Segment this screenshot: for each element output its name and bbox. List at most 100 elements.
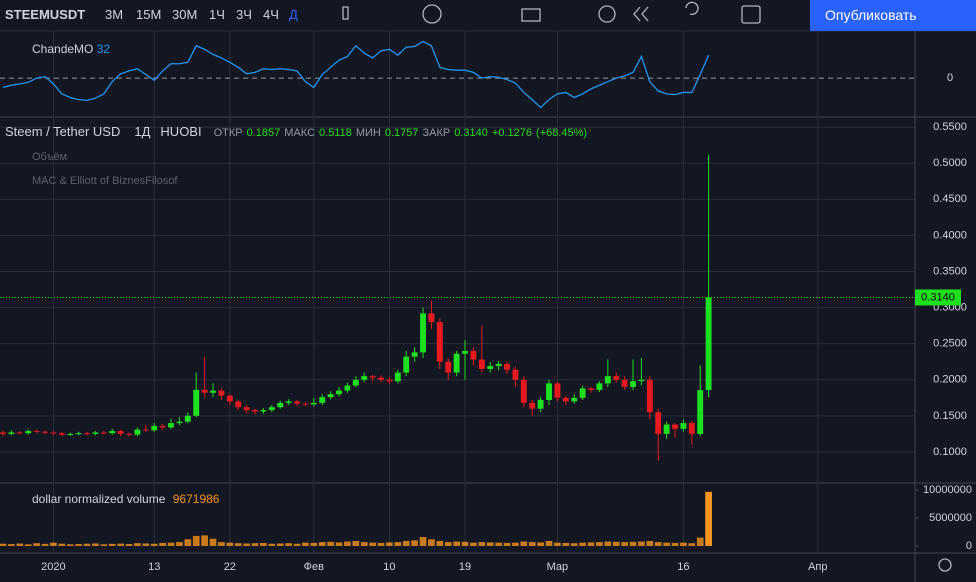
candle-body [546, 383, 552, 400]
interval[interactable]: 1Ч [209, 7, 225, 22]
volume-bar [0, 543, 7, 546]
candle-body [369, 376, 376, 378]
candle-body [428, 313, 435, 323]
candle-body [411, 352, 418, 357]
candle-body [134, 429, 141, 435]
candle-body [25, 431, 32, 434]
volume-bar [604, 541, 612, 546]
volume-bar [419, 537, 427, 546]
indicators-icon[interactable] [422, 4, 442, 24]
volume-bar [335, 542, 343, 546]
publish-button[interactable] [810, 0, 940, 31]
indicator[interactable]: MAC & Elliott of BiznesFilosof [32, 175, 178, 187]
candle-body [235, 401, 242, 408]
candle-body [67, 433, 74, 435]
indicator[interactable]: Объём [32, 151, 68, 163]
volume-bar [629, 541, 637, 546]
candle-body [579, 388, 586, 398]
y-tick-label: 5000000 [929, 512, 972, 524]
volume-bar [285, 543, 292, 546]
symbol[interactable]: STEEMUSDT [5, 7, 86, 22]
ohlc-label: МИН [355, 127, 381, 139]
interval[interactable]: 3М [105, 7, 124, 22]
volume-bar [545, 540, 553, 546]
candle-body [176, 421, 183, 424]
layout-icon[interactable] [741, 5, 761, 24]
candle-body [100, 432, 107, 434]
interval[interactable]: 15М [136, 7, 162, 22]
candles-icon[interactable] [342, 6, 349, 20]
volume-bar [369, 542, 376, 546]
volume-bar [587, 542, 595, 546]
candle-body [327, 394, 334, 398]
volume-bar [495, 542, 502, 546]
candle-body [319, 397, 326, 403]
candle-body [285, 401, 292, 403]
candle-body [672, 424, 678, 429]
interval[interactable]: Д [289, 7, 298, 22]
candle-body [84, 433, 90, 435]
candle-body [201, 389, 208, 393]
volume-bar [461, 541, 469, 546]
candle-body [0, 432, 6, 434]
settings-icon[interactable] [938, 558, 952, 572]
volume-bar [50, 542, 57, 546]
vol-value: 9671986 [172, 492, 220, 506]
change-pct: (+68.45%) [535, 127, 588, 139]
y-tick-label: 0.2500 [933, 338, 967, 350]
y-tick-label: 0.1500 [933, 410, 967, 422]
ohlc-value: 0.5118 [319, 127, 352, 139]
undo-icon[interactable] [685, 1, 699, 15]
volume-bar [218, 542, 225, 546]
volume-bar [436, 540, 444, 546]
volume-bar [537, 542, 544, 546]
candle-body [453, 353, 460, 373]
x-tick-label: Апр [808, 561, 827, 573]
volume-bar [226, 542, 234, 546]
ohlc-label: МАКС [284, 127, 316, 139]
x-tick-label: 22 [224, 561, 236, 573]
legend: Steem / Tether USD 1Д HUOBI ОТКР 0.1857 М… [5, 124, 587, 139]
alert-icon[interactable] [598, 5, 616, 23]
y-tick-label: 0.4500 [933, 193, 967, 205]
compare-icon[interactable] [521, 8, 541, 22]
interval[interactable]: 4Ч [263, 7, 279, 22]
volume-bar [705, 491, 712, 546]
osc-value: 32 [96, 42, 111, 56]
interval[interactable]: 3Ч [236, 7, 252, 22]
publish-label[interactable]: Опубликовать [825, 7, 917, 23]
candle-body [470, 350, 477, 360]
volume-bar [579, 542, 586, 546]
candle-body [588, 388, 594, 390]
volume-bar [478, 542, 486, 546]
x-tick-label: Фев [304, 561, 324, 573]
y-tick-label: 0.2000 [933, 374, 967, 386]
price-tag [915, 289, 961, 306]
volume-bar [8, 544, 15, 546]
volume-bar [486, 542, 494, 546]
volume-bar [520, 541, 528, 546]
candle-body [260, 410, 267, 412]
candle-body [378, 377, 384, 380]
interval[interactable]: 30М [172, 7, 198, 22]
osc-title: ChandeMO 32 [32, 42, 110, 56]
volume-bar [512, 542, 519, 546]
candle-body [697, 390, 704, 434]
volume-bar [134, 543, 141, 546]
candle-body [596, 383, 603, 390]
volume-bar [411, 540, 418, 546]
volume-bar [453, 541, 460, 546]
replay-icon[interactable] [633, 6, 649, 22]
candle-body [252, 410, 258, 412]
candle-body [193, 389, 200, 416]
volume-bar [142, 543, 150, 546]
candle-body [663, 424, 670, 434]
candle-body [361, 376, 368, 380]
exchange: HUOBI [160, 124, 202, 139]
volume-bar [234, 543, 242, 546]
volume-bar [621, 542, 628, 546]
y-tick-label: 0.5000 [933, 157, 967, 169]
play-button[interactable] [940, 0, 976, 31]
y-tick-label: 10000000 [923, 484, 972, 496]
